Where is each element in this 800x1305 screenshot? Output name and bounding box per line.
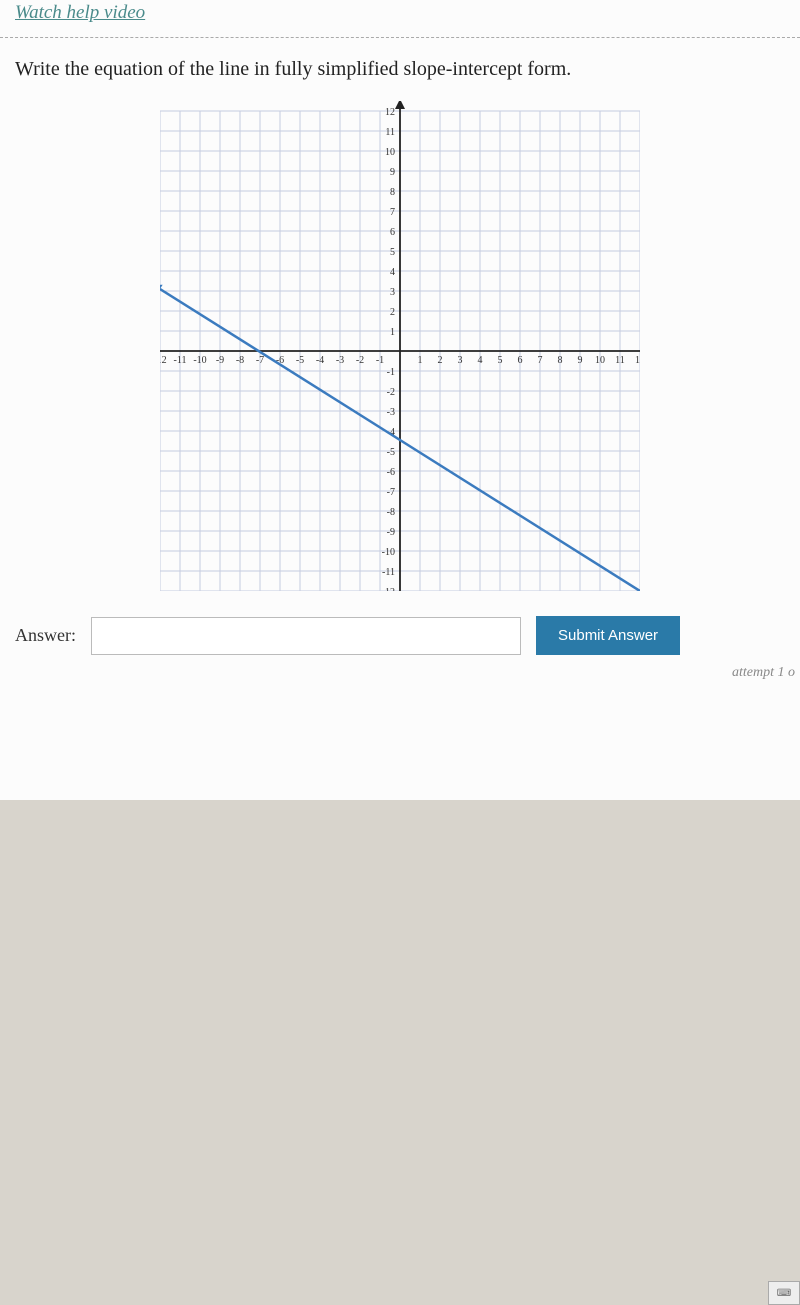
svg-text:6: 6 [518,355,523,366]
svg-text:7: 7 [390,207,395,218]
graph-area: -12-11-10-9-8-7-6-5-4-3-2-11234567891011… [0,86,800,596]
svg-text:-10: -10 [382,547,395,558]
svg-text:4: 4 [478,355,483,366]
keypad-icon[interactable]: ⌨ [768,1281,800,1305]
answer-input[interactable] [91,617,521,655]
svg-text:-4: -4 [316,355,324,366]
svg-text:-1: -1 [376,355,384,366]
svg-text:-7: -7 [256,355,264,366]
svg-text:-2: -2 [387,387,395,398]
submit-button[interactable]: Submit Answer [536,616,680,655]
svg-text:12: 12 [385,107,395,118]
svg-text:3: 3 [390,287,395,298]
svg-text:-12: -12 [382,587,395,591]
svg-text:-3: -3 [387,407,395,418]
svg-text:9: 9 [390,167,395,178]
svg-text:6: 6 [390,227,395,238]
svg-text:8: 8 [390,187,395,198]
svg-text:-1: -1 [387,367,395,378]
svg-text:-8: -8 [387,507,395,518]
svg-text:7: 7 [538,355,543,366]
svg-text:-6: -6 [387,467,395,478]
svg-text:5: 5 [498,355,503,366]
svg-text:-9: -9 [387,527,395,538]
svg-text:2: 2 [390,307,395,318]
svg-text:1: 1 [390,327,395,338]
question-text: Write the equation of the line in fully … [0,43,800,86]
svg-text:12: 12 [635,355,640,366]
svg-text:10: 10 [595,355,605,366]
svg-text:-9: -9 [216,355,224,366]
answer-label: Answer: [15,625,76,646]
svg-text:8: 8 [558,355,563,366]
svg-text:9: 9 [578,355,583,366]
svg-text:10: 10 [385,147,395,158]
svg-text:2: 2 [438,355,443,366]
svg-text:-12: -12 [160,355,167,366]
svg-text:5: 5 [390,247,395,258]
svg-text:-7: -7 [387,487,395,498]
svg-text:-11: -11 [382,567,395,578]
svg-text:-11: -11 [174,355,187,366]
divider [0,37,800,38]
svg-text:1: 1 [418,355,423,366]
svg-text:-2: -2 [356,355,364,366]
svg-text:-5: -5 [387,447,395,458]
watch-help-video-link[interactable]: Watch help video [0,0,800,32]
answer-row: Answer: Submit Answer [0,596,800,665]
svg-text:-8: -8 [236,355,244,366]
attempt-counter: attempt 1 o [0,665,800,681]
svg-text:3: 3 [458,355,463,366]
svg-text:11: 11 [385,127,395,138]
svg-text:4: 4 [390,267,395,278]
svg-text:-3: -3 [336,355,344,366]
graph-svg: -12-11-10-9-8-7-6-5-4-3-2-11234567891011… [160,101,640,591]
svg-text:-10: -10 [193,355,206,366]
coordinate-graph: -12-11-10-9-8-7-6-5-4-3-2-11234567891011… [160,101,640,591]
svg-text:11: 11 [615,355,625,366]
svg-text:-5: -5 [296,355,304,366]
